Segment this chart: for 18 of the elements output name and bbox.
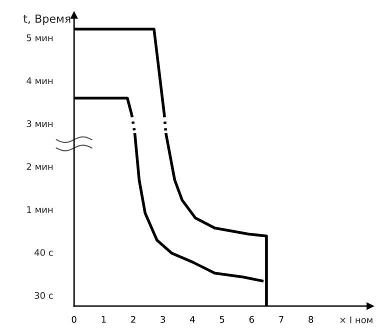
y-axis-title: t, Время (23, 14, 70, 26)
x-tick-label: 0 (72, 316, 76, 323)
x-tick-label: 3 (160, 316, 166, 323)
text: 4 мин (26, 77, 53, 84)
x-tick-label: 4 (190, 316, 195, 323)
x-tick-label: 2 (131, 316, 136, 323)
x-tick-label: 7 (279, 316, 284, 323)
text: 1 мин (27, 206, 53, 213)
text: 3 мин (26, 120, 53, 128)
text: 30 с (34, 292, 53, 299)
x-tick-label: 6 (249, 316, 254, 323)
text: 40 с (34, 249, 53, 256)
x-tick-label: 5 (220, 316, 224, 323)
text: 2 мин (26, 163, 53, 170)
x-tick-label: 1 (102, 316, 106, 323)
text: 5 мин (26, 34, 53, 42)
x-axis-title: × I ном (340, 316, 372, 324)
x-tick-label: 8 (308, 316, 314, 323)
